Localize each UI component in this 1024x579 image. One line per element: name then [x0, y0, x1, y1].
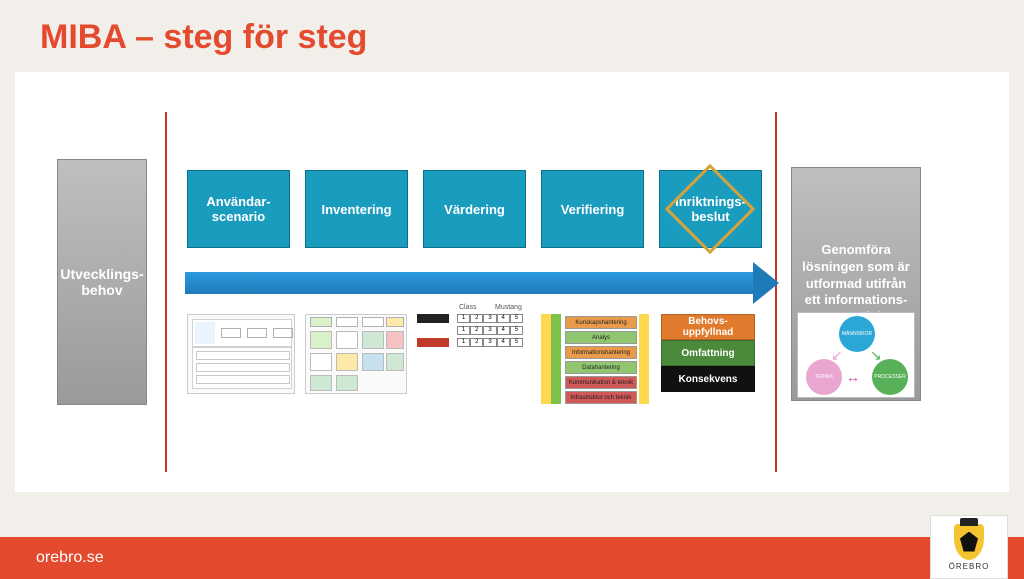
step-box: Verifiering — [541, 170, 644, 248]
triangle-diagram: MÄNNISKOR TEKNIK PROCESSER ↙ ↘ ↔ — [797, 312, 915, 398]
footer-bar: orebro.se — [0, 537, 1024, 579]
eagle-icon — [960, 532, 978, 552]
circle-processes: PROCESSER — [872, 359, 908, 395]
decision-tags: Behovs- uppfyllnadOmfattningKonsekvens — [661, 314, 755, 392]
thumb3-label-right: Mustang — [495, 304, 522, 311]
verification-layer: Kunskapshantering — [565, 316, 637, 329]
step-box: Värdering — [423, 170, 526, 248]
crest-label: ÖREBRO — [949, 562, 990, 571]
step-label: Inriktnings- beslut — [675, 194, 746, 224]
verification-layer: Infrastruktur och teknik — [565, 391, 637, 404]
step-box: Inriktnings- beslut — [659, 170, 762, 248]
thumb-scenario — [187, 314, 295, 394]
process-arrow-head — [753, 262, 779, 304]
step-label: Verifiering — [561, 202, 625, 217]
diagram-canvas: Utvecklings- behov Genomföra lösningen s… — [15, 72, 1009, 492]
step-box: Inventering — [305, 170, 408, 248]
footer-url: orebro.se — [36, 549, 104, 567]
thumb-inventory — [305, 314, 407, 394]
thumb-valuation: Class Mustang 12345 12345 12345 — [417, 314, 525, 356]
verification-layer: Datahantering — [565, 361, 637, 374]
slide-title: MIBA – steg för steg — [0, 0, 1024, 57]
verification-layer: Analys — [565, 331, 637, 344]
thumb-verification: Kunskapshantering Analys Informationshante… — [541, 314, 649, 404]
step-box: Användar- scenario — [187, 170, 290, 248]
step-label: Användar- scenario — [206, 194, 270, 224]
separator-line-left — [165, 112, 167, 472]
decision-tag: Behovs- uppfyllnad — [661, 314, 755, 340]
input-box: Utvecklings- behov — [57, 159, 147, 405]
shield-icon — [954, 524, 984, 560]
circle-technique: TEKNIK — [806, 359, 842, 395]
step-label: Värdering — [444, 202, 505, 217]
decision-tag: Omfattning — [661, 340, 755, 366]
verification-layer: Kommunikation & teknik — [565, 376, 637, 389]
orebro-crest: ÖREBRO — [930, 515, 1008, 579]
verification-layer: Informationshantering — [565, 346, 637, 359]
process-arrow-bar — [185, 272, 755, 294]
thumb3-label-left: Class — [459, 304, 477, 311]
step-label: Inventering — [321, 202, 391, 217]
decision-tag: Konsekvens — [661, 366, 755, 392]
input-box-label: Utvecklings- behov — [60, 266, 143, 298]
